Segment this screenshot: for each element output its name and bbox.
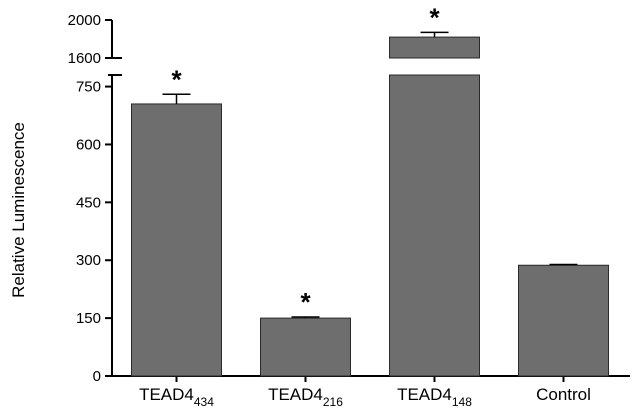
error-bars (162, 31, 578, 319)
x-tick-label-subscript: 434 (194, 395, 214, 409)
bar-upper-segment (389, 36, 480, 59)
y-tick-label: 0 (93, 368, 101, 385)
x-tick-label-main: Control (536, 385, 591, 404)
x-tick-labels: TEAD4434 TEAD4216 TEAD4148 Control (139, 385, 591, 409)
y-tick-label: 450 (76, 194, 101, 211)
x-tick-label-main: TEAD4 (397, 385, 452, 404)
significance-star: * (300, 287, 311, 317)
y-tick-label: 600 (76, 136, 101, 153)
y-tick-label: 1600 (68, 50, 101, 67)
bar (260, 317, 351, 377)
significance-star: * (429, 2, 440, 32)
y-tick-label: 150 (76, 310, 101, 327)
x-tick-label: TEAD4434 (139, 385, 214, 409)
x-tick-label-main: TEAD4 (139, 385, 194, 404)
bar (389, 74, 480, 377)
y-axis-label: Relative Luminescence (9, 122, 28, 298)
x-tick-label-main: TEAD4 (268, 385, 323, 404)
x-tick-label: Control (536, 385, 591, 404)
y-ticks: 0 150 300 450 600 750 1600 2000 (68, 12, 112, 385)
x-tick-label-subscript: 216 (323, 395, 343, 409)
y-tick-label: 2000 (68, 12, 101, 29)
significance-star: * (171, 64, 182, 94)
y-tick-label: 750 (76, 79, 101, 96)
x-tick-label-subscript: 148 (452, 395, 472, 409)
y-tick-label: 300 (76, 252, 101, 269)
significance-marks: * * * (171, 2, 440, 317)
x-tick-label: TEAD4216 (268, 385, 343, 409)
bar (131, 103, 222, 377)
bar (518, 264, 609, 377)
bars (131, 36, 609, 377)
x-tick-label: TEAD4148 (397, 385, 472, 409)
